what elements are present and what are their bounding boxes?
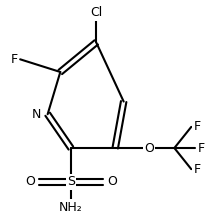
Text: O: O: [144, 141, 154, 154]
Text: O: O: [107, 175, 117, 188]
Text: N: N: [32, 108, 41, 121]
Text: F: F: [193, 163, 200, 176]
Text: S: S: [67, 175, 75, 188]
Text: NH₂: NH₂: [59, 201, 83, 214]
Text: F: F: [198, 141, 205, 154]
Text: F: F: [11, 53, 18, 66]
Text: F: F: [193, 120, 200, 133]
Text: Cl: Cl: [90, 6, 102, 19]
Text: O: O: [25, 175, 35, 188]
